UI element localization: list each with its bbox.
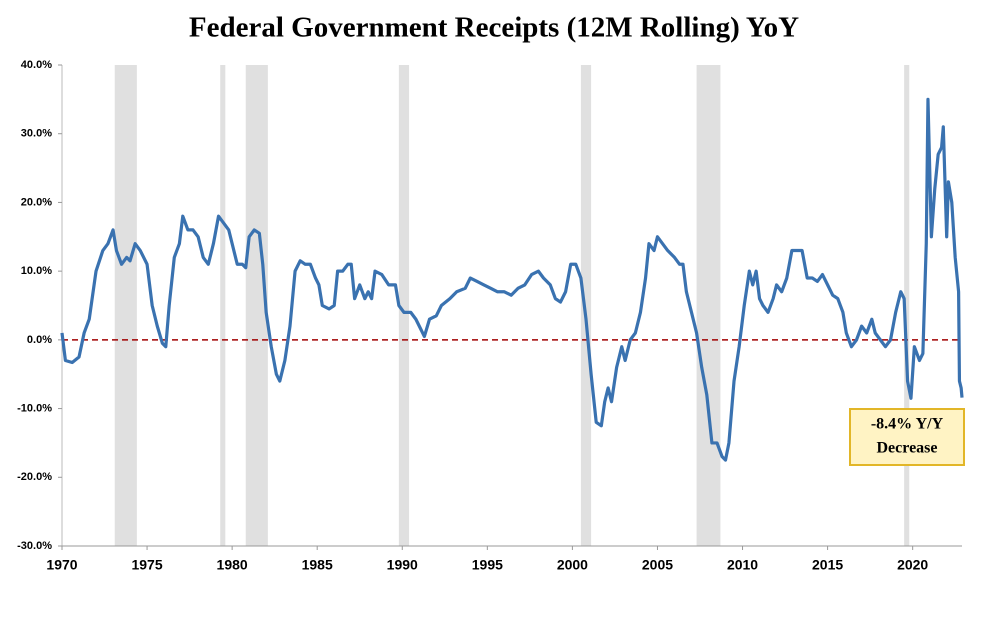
- recession-band: [398, 65, 410, 546]
- x-tick-label: 1975: [131, 557, 162, 573]
- chart-title: Federal Government Receipts (12M Rolling…: [189, 12, 799, 44]
- y-tick-label: -30.0%: [17, 540, 52, 552]
- annotation-text: Decrease: [877, 440, 938, 457]
- y-tick-label: 30.0%: [21, 128, 52, 140]
- x-tick-label: 1970: [46, 557, 77, 573]
- y-tick-label: 40.0%: [21, 59, 52, 71]
- annotation-text: -8.4% Y/Y: [871, 416, 944, 433]
- y-tick-label: -10.0%: [17, 402, 52, 414]
- x-tick-label: 2010: [727, 557, 758, 573]
- y-tick-label: 0.0%: [27, 334, 52, 346]
- annotation-box: [849, 408, 965, 466]
- x-tick-label: 2005: [642, 557, 673, 573]
- recession-band: [904, 65, 910, 546]
- recession-band: [580, 65, 592, 546]
- y-tick-label: 20.0%: [21, 196, 52, 208]
- y-tick-label: 10.0%: [21, 265, 52, 277]
- y-tick-label: -20.0%: [17, 471, 52, 483]
- x-tick-label: 1980: [217, 557, 248, 573]
- x-tick-label: 1985: [302, 557, 333, 573]
- x-tick-label: 2020: [897, 557, 928, 573]
- recession-band: [114, 65, 137, 546]
- x-tick-label: 1995: [472, 557, 503, 573]
- recession-band: [245, 65, 268, 546]
- recession-band: [220, 65, 226, 546]
- series-line: [60, 97, 964, 462]
- x-tick-label: 1990: [387, 557, 418, 573]
- recession-band: [696, 65, 721, 546]
- x-tick-label: 2000: [557, 557, 588, 573]
- x-tick-label: 2015: [812, 557, 843, 573]
